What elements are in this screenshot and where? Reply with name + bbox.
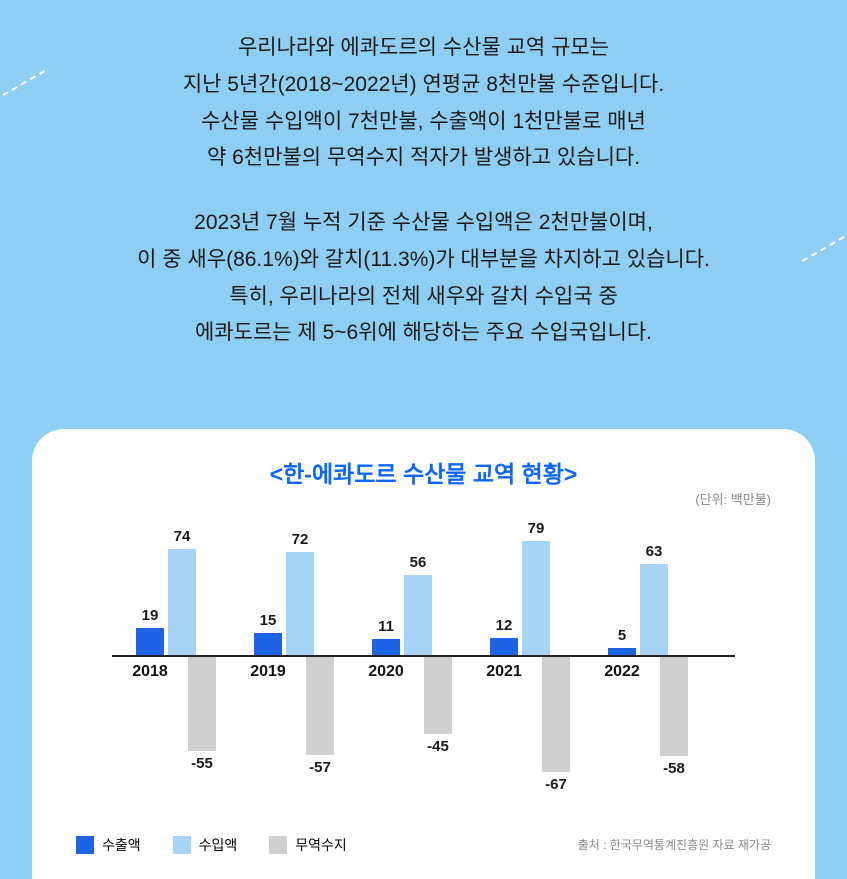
bar-label-import: 56 — [398, 554, 438, 571]
bar-label-export: 12 — [484, 617, 524, 634]
swatch-import — [173, 836, 191, 854]
year-label: 2021 — [474, 663, 534, 681]
bar-balance — [188, 657, 216, 751]
bar-import — [168, 549, 196, 655]
bar-group: 1279-672021 — [496, 525, 596, 825]
text-line: 지난 5년간(2018~2022년) 연평균 8천만불 수준입니다. — [60, 67, 787, 104]
bar-import — [286, 552, 314, 656]
bar-label-balance: -58 — [654, 760, 694, 777]
source-text: 출처 : 한국무역통계진흥원 자료 재가공 — [578, 836, 771, 853]
bar-balance — [306, 657, 334, 755]
year-label: 2022 — [592, 663, 652, 681]
bar-group: 1572-572019 — [260, 525, 360, 825]
legend-label: 무역수지 — [295, 835, 347, 855]
year-label: 2020 — [356, 663, 416, 681]
bar-label-balance: -67 — [536, 776, 576, 793]
legend-item-balance: 무역수지 — [269, 835, 347, 855]
bar-balance — [542, 657, 570, 772]
legend-item-import: 수입액 — [173, 835, 238, 855]
bar-label-export: 5 — [602, 627, 642, 644]
text-line: 특히, 우리나라의 전체 새우와 갈치 수입국 중 — [60, 279, 787, 316]
bar-label-import: 63 — [634, 543, 674, 560]
text-line: 에콰도르는 제 5~6위에 해당하는 주요 수입국입니다. — [60, 315, 787, 352]
bar-label-balance: -57 — [300, 759, 340, 776]
swatch-export — [76, 836, 94, 854]
bar-label-import: 79 — [516, 520, 556, 537]
legend-label: 수출액 — [102, 835, 141, 855]
chart-title: <한-에콰도르 수산물 교역 현황> — [72, 455, 775, 489]
bar-balance — [424, 657, 452, 734]
bar-import — [640, 564, 668, 655]
chart-card: <한-에콰도르 수산물 교역 현황> (단위: 백만불) 19 74 -55 2018… — [32, 429, 815, 879]
bar-group: 1156-452020 — [378, 525, 478, 825]
text-line: 약 6천만불의 무역수지 적자가 발생하고 있습니다. — [60, 140, 787, 177]
text-line: 우리나라와 에콰도르의 수산물 교역 규모는 — [60, 30, 787, 67]
legend-item-export: 수출액 — [76, 835, 141, 855]
text-line: 이 중 새우(86.1%)와 갈치(11.3%)가 대부분을 차지하고 있습니다… — [60, 242, 787, 279]
legend-label: 수입액 — [199, 835, 238, 855]
bar-label-export: 11 — [366, 618, 406, 635]
bar-label-export: 15 — [248, 612, 288, 629]
year-label: 2019 — [238, 663, 298, 681]
text-line: 수산물 수입액이 7천만불, 수출액이 1천만불로 매년 — [60, 104, 787, 141]
bar-export — [372, 639, 400, 655]
text-line: 2023년 7월 누적 기준 수산물 수입액은 2천만불이며, — [60, 205, 787, 242]
chart-area: 19 74 -55 2018 15 72 -57 2019 11 56 -45 2020 1279-67… — [72, 525, 775, 825]
bar-label-balance: -45 — [418, 738, 458, 755]
bar-group: 563-582022 — [614, 525, 714, 825]
bar-export — [136, 628, 164, 655]
bar-import — [522, 541, 550, 655]
bar-label-import: 72 — [280, 531, 320, 548]
bar-label-import: 74 — [162, 528, 202, 545]
bar-export — [490, 638, 518, 655]
chart-unit: (단위: 백만불) — [695, 489, 771, 508]
bar-label-balance: -55 — [182, 755, 222, 772]
bar-group: 1974-552018 — [142, 525, 242, 825]
swatch-balance — [269, 836, 287, 854]
bar-export — [254, 633, 282, 655]
year-label: 2018 — [120, 663, 180, 681]
bar-export — [608, 648, 636, 655]
description-text: 우리나라와 에콰도르의 수산물 교역 규모는 지난 5년간(2018~2022년… — [0, 30, 847, 352]
bar-label-export: 19 — [130, 607, 170, 624]
bar-import — [404, 575, 432, 656]
bar-balance — [660, 657, 688, 756]
